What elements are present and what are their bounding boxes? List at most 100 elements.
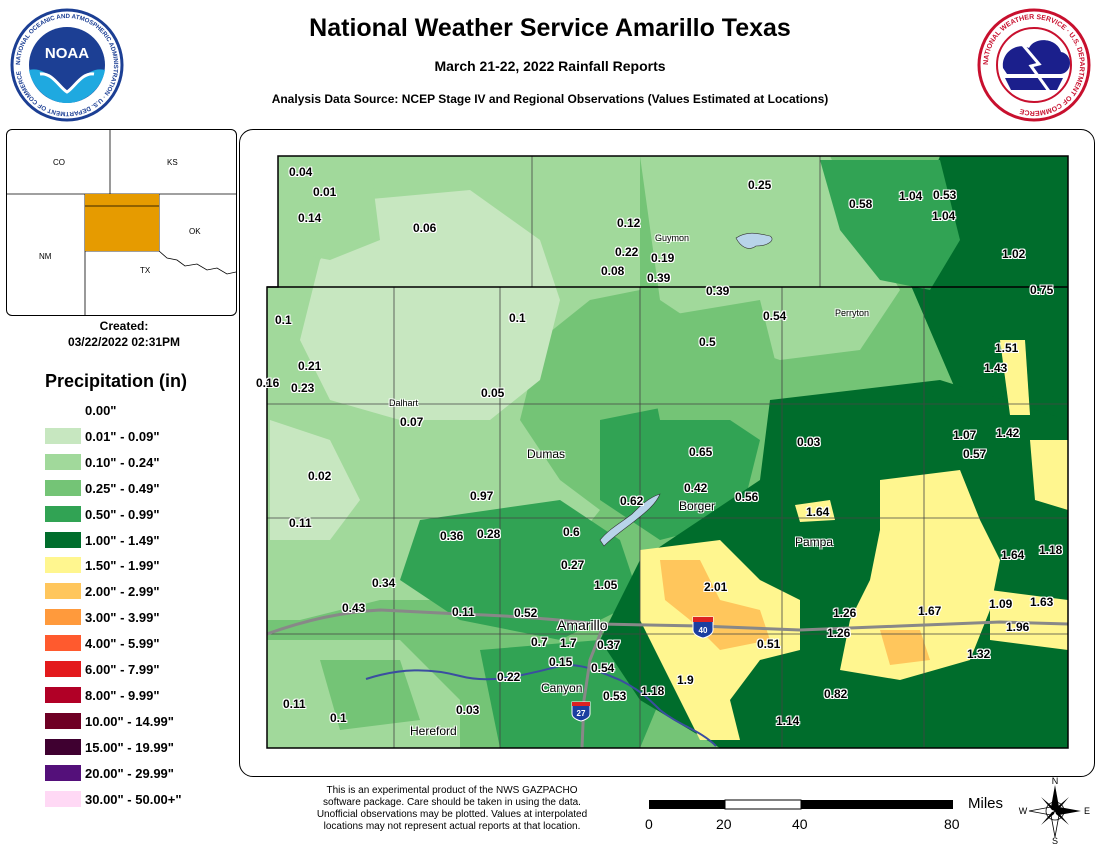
report-value: 0.27 bbox=[561, 558, 585, 572]
legend-swatch bbox=[45, 609, 81, 626]
disclaimer-line: locations may not represent actual repor… bbox=[323, 821, 581, 832]
report-value: 0.23 bbox=[291, 381, 315, 395]
report-value: 0.15 bbox=[549, 655, 573, 669]
inset-label-nm: NM bbox=[39, 252, 52, 261]
legend-swatch bbox=[45, 505, 81, 522]
legend-swatch bbox=[45, 557, 81, 574]
compass-rose-icon: N E S W bbox=[1019, 776, 1090, 846]
scale-tick-0: 0 bbox=[645, 816, 653, 832]
report-value: 0.22 bbox=[497, 670, 521, 684]
i40-shield: 40 bbox=[692, 616, 714, 639]
report-value: 0.08 bbox=[601, 264, 625, 278]
report-value: 0.58 bbox=[849, 197, 873, 211]
legend-swatch bbox=[45, 583, 81, 600]
report-value: 0.22 bbox=[615, 245, 639, 259]
report-value: 0.12 bbox=[617, 216, 641, 230]
disclaimer: This is an experimental product of the N… bbox=[282, 785, 622, 833]
report-value: 0.56 bbox=[735, 490, 759, 504]
report-value: 0.1 bbox=[330, 711, 347, 725]
report-value: 1.42 bbox=[996, 426, 1020, 440]
report-value: 0.37 bbox=[597, 638, 621, 652]
created-date: 03/22/2022 02:31PM bbox=[67, 335, 181, 349]
legend-label: 4.00" - 5.99" bbox=[85, 636, 160, 652]
report-value: 1.63 bbox=[1030, 595, 1054, 609]
inset-locator-map: CO KS NM OK TX bbox=[6, 129, 237, 316]
report-value: 0.5 bbox=[699, 335, 716, 349]
inset-label-co: CO bbox=[53, 158, 65, 167]
report-value: 0.11 bbox=[452, 605, 475, 619]
inset-label-tx: TX bbox=[140, 266, 151, 275]
legend-label: 0.50" - 0.99" bbox=[85, 506, 160, 522]
legend-label: 0.01" - 0.09" bbox=[85, 428, 160, 444]
report-value: 0.01 bbox=[313, 185, 337, 199]
legend-swatch bbox=[45, 712, 81, 729]
report-value: 1.43 bbox=[984, 361, 1008, 375]
legend-swatch bbox=[45, 661, 81, 677]
legend-label: 0.25" - 0.49" bbox=[85, 480, 160, 496]
report-value: 0.6 bbox=[563, 525, 580, 539]
report-value: 0.57 bbox=[963, 447, 987, 461]
report-value: 0.16 bbox=[256, 376, 280, 390]
legend-label: 10.00" - 14.99" bbox=[85, 713, 174, 729]
report-value: 0.03 bbox=[456, 703, 480, 717]
report-value: 0.52 bbox=[514, 606, 538, 620]
report-value: 1.18 bbox=[641, 684, 665, 698]
legend-label: 20.00" - 29.99" bbox=[85, 765, 174, 781]
report-value: 0.39 bbox=[647, 271, 671, 285]
map-frame bbox=[239, 129, 1095, 777]
legend-swatch bbox=[45, 790, 81, 807]
legend-swatch bbox=[45, 686, 81, 703]
i27-shield: 27 bbox=[571, 701, 591, 722]
report-value: 0.34 bbox=[372, 576, 396, 590]
report-value: 1.18 bbox=[1039, 543, 1063, 557]
report-value: 0.14 bbox=[298, 211, 322, 225]
legend-swatch bbox=[45, 479, 81, 496]
city-borger: Borger bbox=[679, 499, 716, 513]
scale-unit: Miles bbox=[968, 795, 1004, 812]
noaa-wordmark: NOAA bbox=[45, 45, 89, 62]
report-value: 0.43 bbox=[342, 601, 366, 615]
report-value: 1.04 bbox=[932, 209, 956, 223]
report-value: 0.19 bbox=[651, 251, 675, 265]
report-value: 0.54 bbox=[591, 661, 615, 675]
disclaimer-line: This is an experimental product of the N… bbox=[326, 785, 578, 796]
report-value: 0.54 bbox=[763, 309, 787, 323]
report-value: 0.02 bbox=[308, 469, 332, 483]
inset-label-ok: OK bbox=[189, 227, 201, 236]
report-value: 1.9 bbox=[677, 673, 694, 687]
report-value: 1.96 bbox=[1006, 620, 1030, 634]
report-value: 0.03 bbox=[797, 435, 821, 449]
legend-swatch bbox=[45, 635, 81, 652]
report-value: 0.11 bbox=[283, 697, 306, 711]
report-value: 0.53 bbox=[933, 188, 957, 202]
report-value: 1.51 bbox=[995, 341, 1019, 355]
report-value: 0.42 bbox=[684, 481, 708, 495]
map-title: National Weather Service Amarillo Texas bbox=[309, 14, 791, 42]
report-value: 0.1 bbox=[509, 311, 526, 325]
report-value: 1.02 bbox=[1002, 247, 1026, 261]
report-value: 0.7 bbox=[531, 635, 548, 649]
legend-label: 1.50" - 1.99" bbox=[85, 558, 160, 574]
legend-swatch bbox=[45, 764, 81, 781]
compass-n: N bbox=[1052, 776, 1059, 786]
city-pampa: Pampa bbox=[795, 535, 834, 549]
compass-e: E bbox=[1084, 806, 1090, 816]
report-value: 1.14 bbox=[776, 714, 800, 728]
legend-label: 3.00" - 3.99" bbox=[85, 610, 160, 626]
city-dumas: Dumas bbox=[527, 447, 566, 461]
legend-label: 6.00" - 7.99" bbox=[85, 662, 160, 677]
legend-label: 30.00" - 50.00+" bbox=[85, 791, 182, 807]
map-subtitle: March 21-22, 2022 Rainfall Reports bbox=[434, 58, 666, 74]
report-value: 0.1 bbox=[275, 313, 292, 327]
report-value: 1.09 bbox=[989, 597, 1013, 611]
report-value: 0.97 bbox=[470, 489, 494, 503]
report-value: 0.65 bbox=[689, 445, 713, 459]
legend-label: 2.00" - 2.99" bbox=[85, 584, 160, 600]
report-value: 0.07 bbox=[400, 415, 424, 429]
report-value: 0.04 bbox=[289, 165, 313, 179]
created-label: Created: bbox=[99, 319, 149, 333]
report-value: 1.64 bbox=[1001, 548, 1025, 562]
scale-tick-20: 20 bbox=[716, 816, 732, 832]
legend-label: 1.00" - 1.49" bbox=[85, 532, 160, 548]
data-source-note: Analysis Data Source: NCEP Stage IV and … bbox=[271, 92, 829, 106]
